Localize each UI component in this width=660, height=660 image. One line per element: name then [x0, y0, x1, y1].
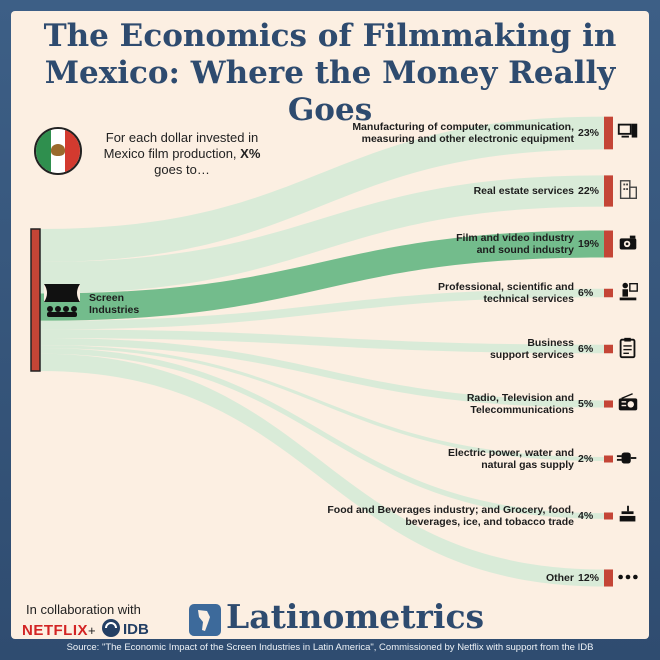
flow-5: [40, 338, 604, 408]
intro-line-1: For each dollar invested in: [105, 130, 259, 145]
target-label-2: Film and video industry and sound industr…: [456, 232, 574, 256]
target-node-0: [604, 116, 613, 150]
target-nodes: [604, 116, 613, 587]
target-label-4: Business support services: [489, 337, 574, 361]
intro-line-2: Mexico film production, X%: [103, 146, 261, 161]
target-node-1: [604, 175, 613, 207]
target-value-4: 6%: [578, 343, 594, 355]
target-node-6: [604, 455, 613, 463]
chart-title: The Economics of Filmmaking in Mexico: W…: [0, 18, 660, 129]
brand-name: Latinometrics: [226, 597, 485, 636]
title-line-2: Mexico: Where the Money Really Goes: [44, 55, 616, 128]
plug-icon: [616, 452, 637, 464]
target-value-1: 22%: [578, 185, 600, 197]
target-value-8: 12%: [578, 572, 600, 584]
idb-logo: IDB: [123, 621, 149, 638]
flow-2: [40, 230, 604, 321]
flow-7: [40, 348, 604, 519]
radio-icon: [618, 393, 638, 411]
target-value-3: 6%: [578, 287, 594, 299]
target-value-6: 2%: [578, 453, 594, 465]
target-node-5: [604, 400, 613, 408]
target-label-6: Electric power, water and natural gas sup…: [447, 447, 574, 471]
target-node-8: [604, 569, 613, 587]
plus-sign: +: [88, 623, 96, 638]
target-value-7: 4%: [578, 510, 594, 522]
source-label: Screen Industries: [89, 292, 140, 316]
latinometrics-logo-icon: [189, 604, 221, 636]
target-node-2: [604, 230, 613, 258]
computer-icon: [617, 123, 638, 138]
source-note: Source: "The Economic Impact of the Scre…: [66, 642, 594, 653]
flow-3: [40, 288, 604, 330]
building-icon: [619, 180, 637, 199]
target-label-3: Professional, scientific and technical se…: [438, 281, 574, 305]
presenter-icon: [619, 282, 638, 301]
flow-8: [40, 353, 604, 587]
projector-icon: [619, 235, 637, 250]
target-value-0: 23%: [578, 127, 600, 139]
target-label-1: Real estate services: [473, 185, 574, 197]
target-node-4: [604, 344, 613, 354]
flow-4: [40, 329, 604, 354]
collab-text: In collaboration with: [26, 602, 141, 617]
ellipsis-icon: [618, 574, 638, 580]
target-label-7: Food and Beverages industry; and Grocery…: [327, 504, 574, 528]
flow-0: [40, 116, 604, 262]
intro-text: For each dollar invested in Mexico film …: [82, 130, 282, 178]
clipboard-icon: [619, 337, 636, 359]
source-node: [30, 228, 41, 372]
idb-logo-icon: [102, 619, 120, 637]
title-line-1: The Economics of Filmmaking in: [43, 18, 617, 54]
food-icon: [619, 505, 636, 522]
flow-6: [40, 345, 604, 461]
target-value-2: 19%: [578, 238, 600, 250]
intro-line-3: goes to…: [154, 162, 210, 177]
cinema-icon: [44, 284, 80, 317]
netflix-logo: NETFLIX: [22, 622, 88, 639]
intro-placeholder: X%: [240, 146, 261, 161]
target-value-5: 5%: [578, 398, 594, 410]
target-label-0: Manufacturing of computer, communication…: [352, 121, 574, 145]
mexico-flag-icon: [34, 127, 82, 175]
target-node-7: [604, 512, 613, 520]
target-label-5: Radio, Television and Telecommunications: [466, 392, 574, 416]
target-node-3: [604, 288, 613, 298]
flow-1: [40, 175, 604, 294]
sankey-flows: [40, 116, 604, 587]
target-label-8: Other: [545, 572, 574, 584]
